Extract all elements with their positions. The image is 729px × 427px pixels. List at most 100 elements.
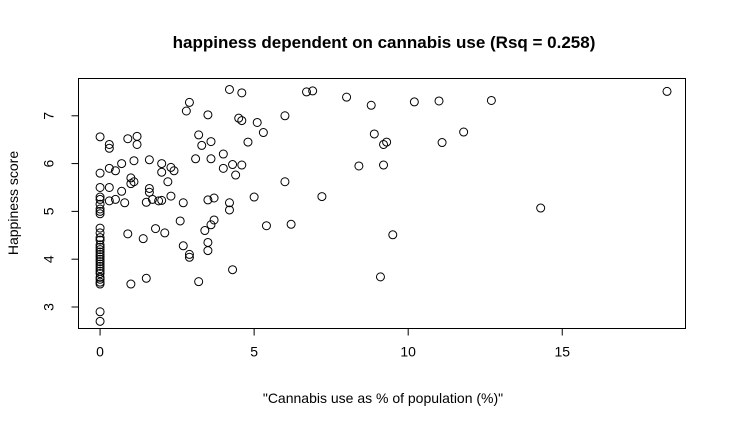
data-point	[95, 264, 105, 274]
data-point	[184, 252, 194, 262]
data-point	[123, 229, 133, 239]
data-point	[166, 162, 176, 172]
y-axis: 3 4 5 6 7	[41, 112, 79, 311]
data-point	[194, 277, 204, 287]
data-point	[197, 140, 207, 150]
data-point	[144, 155, 154, 165]
data-point	[117, 159, 127, 169]
data-point	[218, 149, 228, 159]
data-point	[95, 194, 105, 204]
data-point	[224, 205, 234, 215]
data-point	[203, 246, 213, 256]
data-point	[95, 307, 105, 317]
data-point	[147, 194, 157, 204]
data-point	[129, 177, 139, 187]
data-point	[228, 160, 238, 170]
data-point	[369, 129, 379, 139]
data-point	[536, 203, 546, 213]
data-point	[95, 192, 105, 202]
data-point	[237, 88, 247, 98]
data-point	[169, 166, 179, 176]
data-point	[141, 197, 151, 207]
data-point	[95, 266, 105, 276]
data-point	[258, 128, 268, 138]
data-point	[95, 199, 105, 209]
data-point	[95, 182, 105, 192]
y-tick-label: 7	[41, 112, 57, 120]
data-point	[132, 131, 142, 141]
data-point	[95, 316, 105, 326]
data-point	[224, 84, 234, 94]
data-point	[237, 116, 247, 126]
data-point	[110, 166, 120, 176]
data-point	[104, 182, 114, 192]
y-tick-label: 5	[41, 207, 57, 215]
data-point	[163, 177, 173, 187]
data-point	[95, 254, 105, 264]
data-point	[224, 198, 234, 208]
data-point	[95, 247, 105, 257]
data-point	[104, 196, 114, 206]
data-point	[95, 277, 105, 287]
data-point	[382, 137, 392, 147]
data-point	[261, 221, 271, 231]
data-point	[104, 163, 114, 173]
data-point	[375, 272, 385, 282]
y-tick-label: 3	[41, 303, 57, 311]
data-point	[184, 249, 194, 259]
data-point	[120, 198, 130, 208]
data-point	[95, 259, 105, 269]
data-point	[354, 161, 364, 171]
data-points	[95, 84, 672, 326]
data-point	[388, 230, 398, 240]
data-point	[249, 192, 259, 202]
data-point	[175, 216, 185, 226]
data-point	[95, 269, 105, 279]
data-point	[110, 194, 120, 204]
data-point	[191, 154, 201, 164]
data-point	[95, 240, 105, 250]
data-point	[95, 206, 105, 216]
data-point	[280, 111, 290, 121]
data-point	[206, 220, 216, 230]
data-point	[95, 272, 105, 282]
data-point	[117, 186, 127, 196]
data-point	[280, 177, 290, 187]
data-point	[486, 95, 496, 105]
data-point	[252, 117, 262, 127]
data-point	[203, 195, 213, 205]
chart-title: happiness dependent on cannabis use (Rsq…	[173, 33, 596, 52]
data-point	[218, 163, 228, 173]
data-point	[95, 245, 105, 255]
data-point	[160, 228, 170, 238]
data-point	[409, 97, 419, 107]
data-point	[95, 228, 105, 238]
data-point	[194, 130, 204, 140]
data-point	[302, 87, 312, 97]
data-point	[95, 223, 105, 233]
data-point	[95, 209, 105, 219]
data-point	[178, 198, 188, 208]
data-point	[154, 196, 164, 206]
data-point	[95, 204, 105, 214]
data-point	[237, 160, 247, 170]
data-point	[157, 167, 167, 177]
data-point	[342, 92, 352, 102]
data-point	[95, 233, 105, 243]
data-point	[243, 137, 253, 147]
data-point	[104, 139, 114, 149]
data-point	[437, 138, 447, 148]
data-point	[379, 160, 389, 170]
data-point	[132, 139, 142, 149]
data-point	[95, 235, 105, 245]
x-tick-label: 10	[400, 344, 416, 360]
data-point	[157, 195, 167, 205]
data-point	[95, 249, 105, 259]
x-axis-label: "Cannabis use as % of population (%)"	[263, 390, 503, 406]
data-point	[203, 110, 213, 120]
data-point	[308, 86, 318, 96]
data-point	[95, 257, 105, 267]
data-point	[206, 154, 216, 164]
x-tick-label: 0	[96, 344, 104, 360]
